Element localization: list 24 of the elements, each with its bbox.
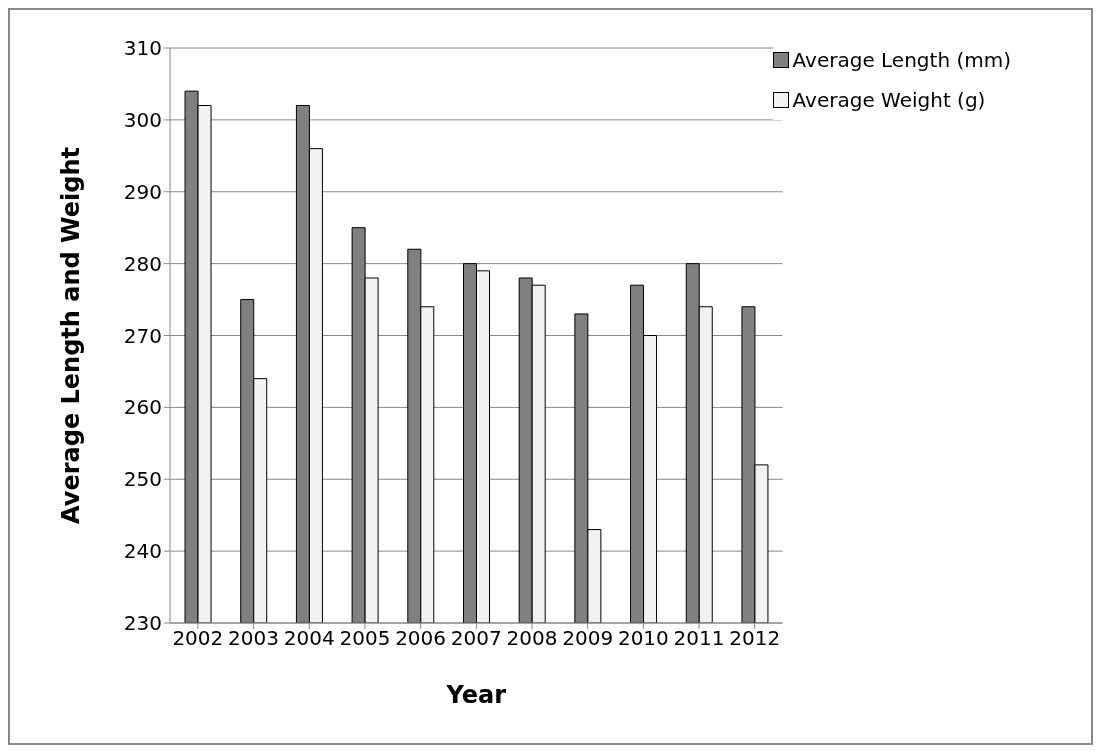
x-tick-label: 2010 — [617, 626, 669, 651]
legend-label: Average Weight (g) — [792, 87, 986, 114]
x-tick-label: 2005 — [339, 626, 391, 651]
legend-label: Average Length (mm) — [792, 47, 1011, 74]
y-axis-title: Average Length and Weight — [56, 147, 85, 524]
y-tick-label: 270 — [123, 323, 162, 348]
y-tick-label: 230 — [123, 611, 162, 636]
y-tick-label: 280 — [123, 251, 162, 276]
x-tick-label: 2003 — [228, 626, 279, 651]
x-tick-label: 2004 — [283, 626, 335, 651]
x-tick-label: 2012 — [729, 626, 781, 651]
x-tick-label: 2008 — [506, 626, 558, 651]
y-tick-label: 240 — [123, 539, 162, 564]
x-tick-label: 2011 — [673, 626, 725, 651]
y-tick-label: 260 — [123, 395, 162, 420]
x-axis-title: Year — [445, 681, 507, 709]
x-tick-label: 2006 — [395, 626, 447, 651]
x-tick-label: 2002 — [172, 626, 224, 651]
y-tick-label: 290 — [123, 179, 162, 204]
y-tick-label: 250 — [123, 467, 162, 492]
x-tick-label: 2007 — [450, 626, 502, 651]
y-tick-label: 310 — [123, 36, 162, 61]
y-tick-label: 300 — [123, 107, 162, 132]
x-tick-label: 2009 — [562, 626, 614, 651]
